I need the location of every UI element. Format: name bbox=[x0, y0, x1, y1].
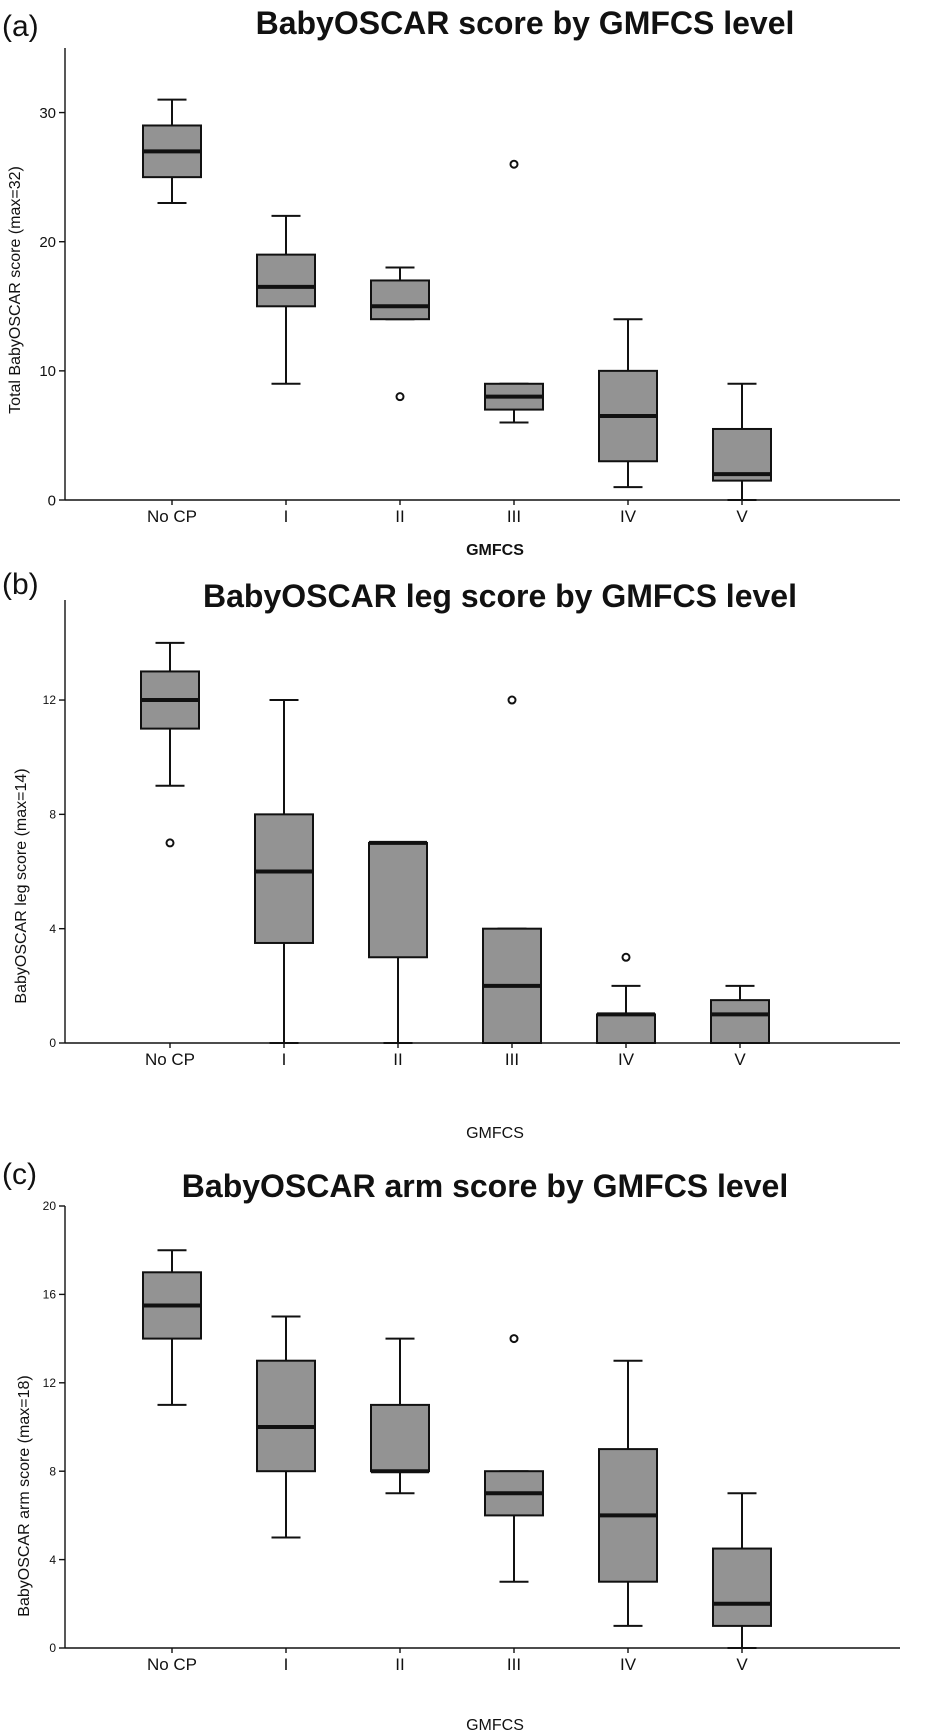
box-ii bbox=[368, 840, 428, 1044]
y-tick-label: 4 bbox=[49, 922, 56, 936]
chart-panel-a: (a) BabyOSCAR score by GMFCS level 0 10 20… bbox=[2, 5, 900, 559]
x-tick-label: IV bbox=[618, 1050, 635, 1069]
y-tick-label: 10 bbox=[39, 363, 56, 380]
x-tick-label: No CP bbox=[147, 507, 197, 526]
iqr-box bbox=[256, 1359, 316, 1473]
y-tick-label: 0 bbox=[49, 1641, 56, 1655]
iqr-box bbox=[712, 1547, 772, 1627]
x-axis-label: GMFCS bbox=[466, 1717, 524, 1734]
y-tick-label: 8 bbox=[49, 808, 56, 822]
x-tick-label: II bbox=[395, 1655, 404, 1674]
y-tick-label: 12 bbox=[43, 693, 57, 707]
box-iv bbox=[596, 952, 656, 1044]
y-axis-label: Total BabyOSCAR score (max=32) bbox=[7, 166, 24, 414]
y-tick-label: 20 bbox=[39, 234, 56, 251]
y-tick-label: 12 bbox=[43, 1376, 57, 1390]
x-tick-label: IV bbox=[620, 507, 637, 526]
outlier-point bbox=[621, 952, 631, 962]
box-iv bbox=[598, 1359, 658, 1627]
x-tick-label: III bbox=[507, 507, 521, 526]
y-tick-label: 8 bbox=[49, 1464, 56, 1478]
iqr-box bbox=[368, 841, 428, 959]
x-tick-label: No CP bbox=[147, 1655, 197, 1674]
box-ii bbox=[370, 1337, 430, 1495]
x-tick-label: IV bbox=[620, 1655, 637, 1674]
iqr-box bbox=[370, 1403, 430, 1473]
panel-label: (b) bbox=[2, 570, 39, 601]
panel-label: (a) bbox=[2, 10, 39, 43]
x-tick-label: II bbox=[395, 507, 404, 526]
iqr-box bbox=[370, 279, 430, 321]
y-tick-label: 4 bbox=[49, 1553, 56, 1567]
outlier-point bbox=[509, 159, 519, 169]
outlier-point bbox=[509, 1334, 519, 1344]
box-no-cp bbox=[140, 641, 200, 848]
x-tick-label: V bbox=[734, 1050, 746, 1069]
outlier-point bbox=[165, 838, 175, 848]
x-tick-label: I bbox=[284, 507, 289, 526]
box-i bbox=[254, 699, 314, 1044]
y-tick-label: 30 bbox=[39, 105, 56, 122]
box-iii bbox=[484, 1334, 544, 1583]
x-tick-label: II bbox=[393, 1050, 402, 1069]
chart-title: BabyOSCAR arm score by GMFCS level bbox=[182, 1168, 788, 1204]
chart-panel-b: (b) BabyOSCAR leg score by GMFCS level 0… bbox=[2, 570, 900, 1142]
iqr-box bbox=[254, 813, 314, 944]
box-v bbox=[710, 984, 770, 1044]
box-v bbox=[712, 1492, 772, 1649]
box-i bbox=[256, 214, 316, 385]
x-tick-label: III bbox=[507, 1655, 521, 1674]
y-axis-label: BabyOSCAR arm score (max=18) bbox=[16, 1375, 33, 1616]
x-tick-label: No CP bbox=[145, 1050, 195, 1069]
box-no-cp bbox=[142, 98, 202, 204]
box-v bbox=[712, 382, 772, 501]
panel-label: (c) bbox=[2, 1158, 37, 1191]
x-tick-label: I bbox=[282, 1050, 287, 1069]
box-i bbox=[256, 1315, 316, 1539]
x-tick-label: V bbox=[736, 1655, 748, 1674]
y-tick-label: 0 bbox=[49, 1036, 56, 1050]
box-ii bbox=[370, 266, 430, 402]
chart-title: BabyOSCAR score by GMFCS level bbox=[256, 5, 795, 41]
y-axis-label: BabyOSCAR leg score (max=14) bbox=[13, 768, 30, 1003]
chart-title: BabyOSCAR leg score by GMFCS level bbox=[203, 578, 797, 614]
x-tick-label: V bbox=[736, 507, 748, 526]
iqr-box bbox=[710, 999, 770, 1044]
chart-panel-c: (c) BabyOSCAR arm score by GMFCS level 0… bbox=[2, 1158, 900, 1734]
y-tick-label: 16 bbox=[43, 1288, 57, 1302]
iqr-box bbox=[596, 1013, 656, 1044]
outlier-point bbox=[395, 392, 405, 402]
box-iii bbox=[484, 159, 544, 424]
iqr-box bbox=[256, 253, 316, 308]
y-tick-label: 0 bbox=[48, 492, 56, 509]
x-axis-label: GMFCS bbox=[466, 542, 524, 559]
x-axis-label: GMFCS bbox=[466, 1125, 524, 1142]
x-tick-label: III bbox=[505, 1050, 519, 1069]
box-no-cp bbox=[142, 1249, 202, 1406]
y-tick-label: 20 bbox=[43, 1199, 57, 1213]
iqr-box bbox=[712, 427, 772, 482]
box-iv bbox=[598, 318, 658, 489]
box-iii bbox=[482, 695, 542, 1045]
x-tick-label: I bbox=[284, 1655, 289, 1674]
outlier-point bbox=[507, 695, 517, 705]
